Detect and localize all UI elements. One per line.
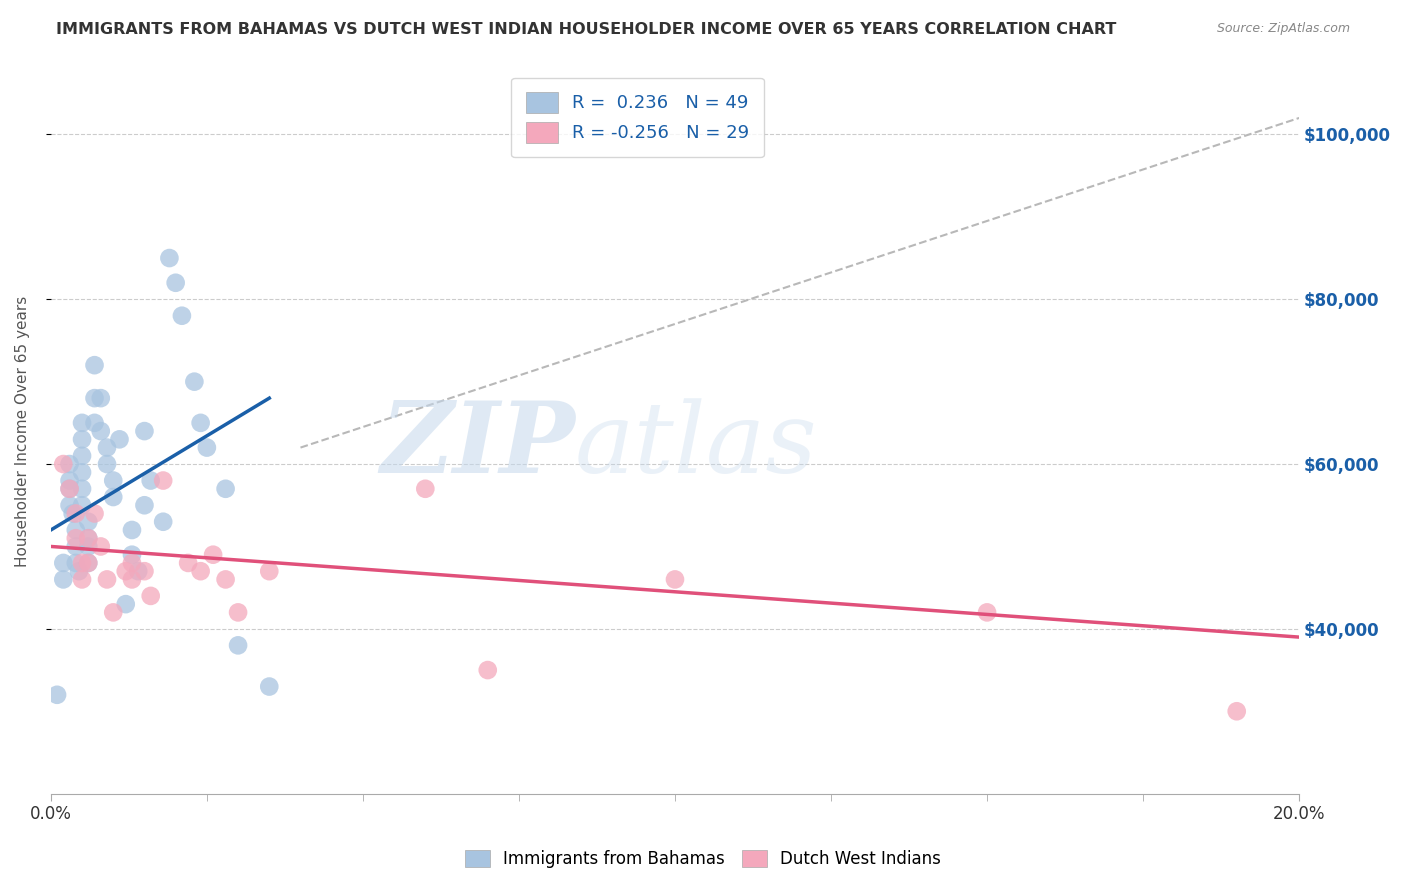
Point <box>67 564 90 578</box>
Point <box>65 531 87 545</box>
Point <box>226 606 249 620</box>
Point <box>65 556 87 570</box>
Point <box>77 515 100 529</box>
Point <box>58 474 80 488</box>
Point <box>214 573 236 587</box>
Point <box>103 474 125 488</box>
Point <box>134 564 156 578</box>
Point <box>121 523 143 537</box>
Point <box>90 424 112 438</box>
Legend: Immigrants from Bahamas, Dutch West Indians: Immigrants from Bahamas, Dutch West Indi… <box>458 843 948 875</box>
Point <box>152 515 174 529</box>
Point <box>70 465 93 479</box>
Point <box>103 606 125 620</box>
Point <box>664 573 686 587</box>
Point <box>70 498 93 512</box>
Point <box>226 638 249 652</box>
Point <box>90 391 112 405</box>
Point <box>52 573 75 587</box>
Point <box>190 416 212 430</box>
Point <box>96 441 118 455</box>
Point <box>114 597 136 611</box>
Point <box>139 474 162 488</box>
Point <box>96 573 118 587</box>
Point <box>157 251 180 265</box>
Point <box>195 441 218 455</box>
Point <box>190 564 212 578</box>
Point <box>121 548 143 562</box>
Point <box>103 490 125 504</box>
Point <box>77 531 100 545</box>
Point <box>77 531 100 545</box>
Point <box>170 309 193 323</box>
Point <box>976 606 998 620</box>
Point <box>77 556 100 570</box>
Point <box>70 482 93 496</box>
Point <box>127 564 149 578</box>
Point <box>65 507 87 521</box>
Point <box>152 474 174 488</box>
Point <box>83 507 105 521</box>
Point <box>58 482 80 496</box>
Point <box>58 498 80 512</box>
Point <box>134 498 156 512</box>
Point <box>1226 704 1249 718</box>
Point <box>65 540 87 554</box>
Point <box>65 523 87 537</box>
Point <box>77 540 100 554</box>
Point <box>52 556 75 570</box>
Point <box>214 482 236 496</box>
Point <box>259 680 281 694</box>
Point <box>58 457 80 471</box>
Text: Source: ZipAtlas.com: Source: ZipAtlas.com <box>1216 22 1350 36</box>
Point <box>90 540 112 554</box>
Point <box>114 564 136 578</box>
Point <box>83 358 105 372</box>
Text: atlas: atlas <box>575 398 818 493</box>
Point <box>165 276 187 290</box>
Point <box>70 573 93 587</box>
Point <box>83 416 105 430</box>
Point <box>183 375 205 389</box>
Point <box>134 424 156 438</box>
Point <box>259 564 281 578</box>
Point <box>415 482 437 496</box>
Text: ZIP: ZIP <box>380 397 575 494</box>
Point <box>52 457 75 471</box>
Point <box>70 449 93 463</box>
Point <box>139 589 162 603</box>
Point <box>477 663 499 677</box>
Text: IMMIGRANTS FROM BAHAMAS VS DUTCH WEST INDIAN HOUSEHOLDER INCOME OVER 65 YEARS CO: IMMIGRANTS FROM BAHAMAS VS DUTCH WEST IN… <box>56 22 1116 37</box>
Point <box>121 573 143 587</box>
Point <box>83 391 105 405</box>
Point <box>62 507 84 521</box>
Point <box>177 556 200 570</box>
Point <box>70 433 93 447</box>
Point <box>70 416 93 430</box>
Point <box>96 457 118 471</box>
Point <box>46 688 69 702</box>
Y-axis label: Householder Income Over 65 years: Householder Income Over 65 years <box>15 295 30 566</box>
Point <box>77 556 100 570</box>
Legend: R =  0.236   N = 49, R = -0.256   N = 29: R = 0.236 N = 49, R = -0.256 N = 29 <box>510 78 763 157</box>
Point <box>70 556 93 570</box>
Point <box>108 433 131 447</box>
Point <box>121 556 143 570</box>
Point <box>58 482 80 496</box>
Point <box>202 548 225 562</box>
